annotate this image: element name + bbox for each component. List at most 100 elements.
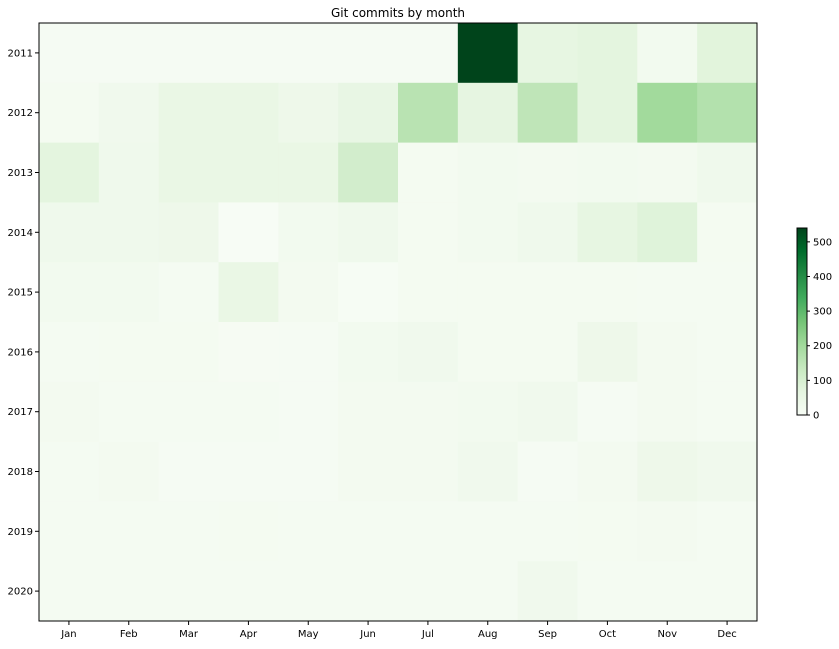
heatmap-cell-2019-aug bbox=[457, 501, 519, 562]
heatmap-cell-2013-nov bbox=[637, 142, 698, 203]
heatmap-cell-2016-may bbox=[278, 322, 339, 383]
heatmap-cell-2018-aug bbox=[457, 441, 519, 502]
y-tick-label-2012: 2012 bbox=[8, 108, 33, 119]
heatmap-cell-2013-mar bbox=[158, 142, 219, 203]
heatmap-cell-2014-mar bbox=[158, 202, 219, 263]
heatmap-cell-2017-apr bbox=[218, 381, 279, 443]
y-tick-label-2018: 2018 bbox=[8, 467, 33, 478]
heatmap-cell-2020-feb bbox=[98, 561, 160, 622]
heatmap-cell-2014-feb bbox=[98, 202, 160, 263]
heatmap-cell-2019-sep bbox=[517, 501, 578, 562]
x-tick-label-dec: Dec bbox=[717, 629, 736, 640]
y-tick-label-2013: 2013 bbox=[8, 168, 33, 179]
heatmap-cell-2011-aug bbox=[457, 23, 519, 84]
heatmap-cell-2011-may bbox=[278, 23, 339, 84]
heatmap-cell-2011-jun bbox=[338, 23, 399, 84]
heatmap-cell-2019-dec bbox=[697, 501, 758, 562]
heatmap-cell-2017-jun bbox=[338, 381, 399, 443]
heatmap-cell-2012-jan bbox=[39, 82, 100, 144]
heatmap-cell-2015-jul bbox=[398, 262, 459, 323]
heatmap-cell-2017-mar bbox=[158, 381, 219, 443]
heatmap-cell-2018-nov bbox=[637, 441, 698, 502]
colorbar-tick-label-0: 0 bbox=[813, 411, 819, 422]
x-tick-label-sep: Sep bbox=[538, 629, 557, 640]
heatmap-cell-2011-jan bbox=[39, 23, 100, 84]
heatmap-cell-2011-oct bbox=[577, 23, 638, 84]
heatmap-cell-2017-nov bbox=[637, 381, 698, 443]
y-tick-label-2011: 2011 bbox=[8, 48, 33, 59]
heatmap-cell-2011-nov bbox=[637, 23, 698, 84]
y-tick-label-2020: 2020 bbox=[8, 587, 33, 598]
heatmap-cell-2013-jun bbox=[338, 142, 399, 203]
colorbar-tick-label-100: 100 bbox=[813, 376, 832, 387]
heatmap-cell-2017-oct bbox=[577, 381, 638, 443]
x-tick-label-feb: Feb bbox=[120, 629, 138, 640]
heatmap-cell-2020-nov bbox=[637, 561, 698, 622]
heatmap-cell-2017-jul bbox=[398, 381, 459, 443]
x-tick-label-mar: Mar bbox=[179, 629, 199, 640]
heatmap-cell-2018-mar bbox=[158, 441, 219, 502]
heatmap-cell-2013-apr bbox=[218, 142, 279, 203]
heatmap-cell-2019-mar bbox=[158, 501, 219, 562]
heatmap-cell-2013-feb bbox=[98, 142, 160, 203]
heatmap-cell-2014-oct bbox=[577, 202, 638, 263]
heatmap-cell-2015-jun bbox=[338, 262, 399, 323]
y-tick-label-2015: 2015 bbox=[8, 288, 33, 299]
heatmap-cells bbox=[39, 23, 758, 622]
heatmap-cell-2017-sep bbox=[517, 381, 578, 443]
heatmap-cell-2012-dec bbox=[697, 82, 758, 144]
heatmap-cell-2016-nov bbox=[637, 322, 698, 383]
heatmap-cell-2016-feb bbox=[98, 322, 160, 383]
heatmap-cell-2014-dec bbox=[697, 202, 758, 263]
plot-frame bbox=[38, 22, 758, 622]
heatmap-cell-2018-dec bbox=[697, 441, 758, 502]
heatmap-cell-2014-apr bbox=[218, 202, 279, 263]
heatmap-cell-2020-mar bbox=[158, 561, 219, 622]
heatmap-cell-2016-oct bbox=[577, 322, 638, 383]
heatmap-cell-2014-jul bbox=[398, 202, 459, 263]
heatmap-cell-2020-apr bbox=[218, 561, 279, 622]
heatmap-cell-2019-jun bbox=[338, 501, 399, 562]
x-tick-label-oct: Oct bbox=[599, 629, 616, 640]
heatmap-cell-2016-jul bbox=[398, 322, 459, 383]
heatmap-cell-2020-oct bbox=[577, 561, 638, 622]
heatmap-cell-2016-dec bbox=[697, 322, 758, 383]
colorbar-tick-label-200: 200 bbox=[813, 341, 832, 352]
heatmap-cell-2016-aug bbox=[457, 322, 519, 383]
x-tick-label-apr: Apr bbox=[240, 629, 258, 640]
heatmap-cell-2013-aug bbox=[457, 142, 519, 203]
heatmap-cell-2015-sep bbox=[517, 262, 578, 323]
heatmap-cell-2015-nov bbox=[637, 262, 698, 323]
heatmap-cell-2017-may bbox=[278, 381, 339, 443]
heatmap-cell-2012-mar bbox=[158, 82, 219, 144]
heatmap-cell-2018-oct bbox=[577, 441, 638, 502]
heatmap-cell-2014-jun bbox=[338, 202, 399, 263]
heatmap-cell-2020-sep bbox=[517, 561, 578, 622]
heatmap-cell-2012-oct bbox=[577, 82, 638, 144]
heatmap-cell-2019-jul bbox=[398, 501, 459, 562]
colorbar: 0 100 200 300 400 500 bbox=[796, 227, 832, 422]
heatmap-cell-2019-may bbox=[278, 501, 339, 562]
heatmap-cell-2018-jan bbox=[39, 441, 100, 502]
heatmap-cell-2020-aug bbox=[457, 561, 519, 622]
heatmap-cell-2019-oct bbox=[577, 501, 638, 562]
heatmap-cell-2020-may bbox=[278, 561, 339, 622]
x-tick-label-nov: Nov bbox=[657, 629, 677, 640]
heatmap-cell-2013-sep bbox=[517, 142, 578, 203]
heatmap-cell-2012-apr bbox=[218, 82, 279, 144]
heatmap-cell-2012-aug bbox=[457, 82, 519, 144]
heatmap-cell-2013-may bbox=[278, 142, 339, 203]
x-tick-label-jan: Jan bbox=[60, 629, 76, 640]
y-tick-label-2017: 2017 bbox=[8, 407, 33, 418]
heatmap-cell-2017-feb bbox=[98, 381, 160, 443]
heatmap-cell-2014-aug bbox=[457, 202, 519, 263]
x-tick-label-may: May bbox=[298, 629, 319, 640]
colorbar-tick-label-400: 400 bbox=[813, 272, 832, 283]
heatmap-cell-2015-dec bbox=[697, 262, 758, 323]
heatmap-cell-2013-jul bbox=[398, 142, 459, 203]
heatmap-cell-2011-feb bbox=[98, 23, 160, 84]
heatmap-cell-2015-aug bbox=[457, 262, 519, 323]
x-tick-label-aug: Aug bbox=[478, 629, 498, 640]
colorbar-tick-label-300: 300 bbox=[813, 307, 832, 318]
